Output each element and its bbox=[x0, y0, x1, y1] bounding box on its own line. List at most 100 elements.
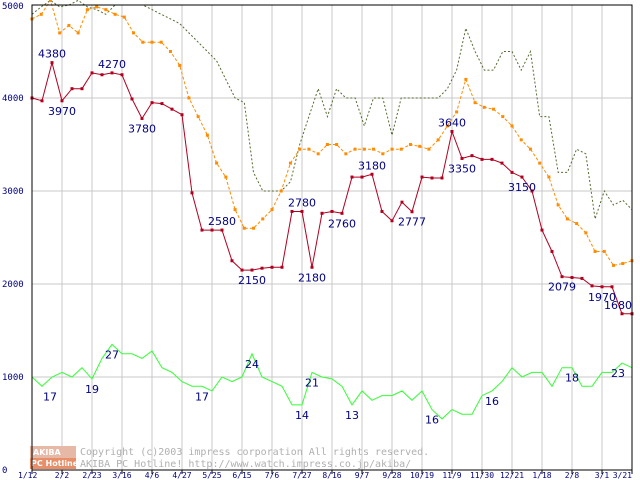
x-tick-label: 6/15 bbox=[232, 471, 251, 480]
data-label: 3150 bbox=[508, 181, 536, 194]
data-point-dark-red bbox=[100, 73, 104, 77]
data-point-dark-red bbox=[180, 113, 184, 117]
x-tick-label: 8/16 bbox=[322, 471, 341, 480]
data-point-orange-dotted bbox=[85, 8, 89, 12]
data-point-dark-red bbox=[440, 176, 444, 180]
data-point-orange-dotted bbox=[612, 263, 616, 267]
x-tick-label: 2/8 bbox=[565, 471, 580, 480]
data-point-dark-red bbox=[500, 161, 504, 165]
data-point-orange-dotted bbox=[492, 107, 496, 111]
data-point-orange-dotted bbox=[445, 124, 449, 128]
series-lines bbox=[30, 0, 634, 420]
data-point-dark-red bbox=[610, 285, 614, 289]
data-point-dark-red bbox=[310, 265, 314, 269]
data-point-dark-red bbox=[450, 129, 454, 133]
data-point-orange-dotted bbox=[381, 152, 385, 156]
data-point-orange-dotted bbox=[344, 152, 348, 156]
data-point-orange-dotted bbox=[602, 249, 606, 253]
plot-frame bbox=[31, 4, 633, 471]
data-point-dark-red bbox=[490, 157, 494, 161]
data-point-dark-red bbox=[400, 200, 404, 204]
data-point-orange-dotted bbox=[353, 147, 357, 151]
data-label: 3350 bbox=[448, 162, 476, 175]
data-point-dark-red bbox=[220, 228, 224, 232]
data-point-orange-dotted bbox=[196, 115, 200, 119]
x-tick-label: 1/12 bbox=[18, 471, 37, 480]
data-point-dark-red bbox=[350, 175, 354, 179]
data-point-orange-dotted bbox=[575, 222, 579, 226]
data-point-orange-dotted bbox=[455, 110, 459, 114]
data-point-dark-red bbox=[120, 73, 124, 77]
data-point-orange-dotted bbox=[67, 23, 71, 27]
data-point-orange-dotted bbox=[482, 105, 486, 109]
data-point-orange-dotted bbox=[58, 31, 62, 35]
copyright-line-1: Copyright (c)2003 impress corporation Al… bbox=[80, 447, 429, 458]
data-label: 16 bbox=[485, 395, 499, 408]
data-label: 18 bbox=[565, 372, 579, 385]
data-point-dark-red bbox=[80, 87, 84, 91]
data-point-orange-dotted bbox=[372, 147, 376, 151]
data-point-orange-dotted bbox=[316, 152, 320, 156]
x-tick-label: 2/2 bbox=[55, 471, 70, 480]
data-label: 3970 bbox=[48, 105, 76, 118]
data-point-orange-dotted bbox=[510, 124, 514, 128]
data-point-dark-red bbox=[260, 266, 264, 270]
data-point-orange-dotted bbox=[390, 147, 394, 151]
data-point-orange-dotted bbox=[436, 138, 440, 142]
series-line-green bbox=[31, 343, 633, 420]
copyright-line-2: AKIBA PC Hotline! http://www.watch.impre… bbox=[80, 459, 411, 470]
data-point-orange-dotted bbox=[168, 50, 172, 53]
data-label: 2760 bbox=[328, 217, 356, 230]
y-tick-label: 0 bbox=[2, 466, 7, 476]
data-point-orange-dotted bbox=[76, 31, 80, 35]
x-tick-label: 9/28 bbox=[382, 471, 401, 480]
data-point-dark-red bbox=[320, 211, 324, 215]
data-point-orange-dotted bbox=[95, 5, 99, 9]
data-point-orange-dotted bbox=[39, 12, 43, 16]
data-point-dark-red bbox=[240, 268, 244, 272]
data-point-dark-red bbox=[130, 97, 134, 101]
x-tick-label: 5/25 bbox=[202, 471, 221, 480]
data-point-dark-red bbox=[550, 249, 554, 253]
data-point-dark-red bbox=[510, 170, 514, 174]
data-point-orange-dotted bbox=[565, 217, 569, 221]
data-point-orange-dotted bbox=[418, 144, 422, 148]
data-point-orange-dotted bbox=[362, 147, 366, 151]
logo-bottom-box bbox=[30, 458, 76, 469]
data-label: 14 bbox=[295, 409, 309, 422]
data-point-dark-red bbox=[470, 154, 474, 158]
data-label: 3780 bbox=[128, 122, 156, 135]
data-point-dark-red bbox=[270, 265, 274, 269]
x-tick-label: 3/1 bbox=[595, 471, 610, 480]
y-tick-labels: 0 1000 2000 3000 4000 5000 bbox=[2, 2, 24, 476]
data-point-orange-dotted bbox=[104, 8, 108, 12]
y-tick-label: 3000 bbox=[2, 187, 24, 197]
data-point-orange-dotted bbox=[528, 147, 532, 151]
data-point-orange-dotted bbox=[473, 101, 477, 105]
data-point-dark-red bbox=[420, 175, 424, 179]
data-point-orange-dotted bbox=[325, 143, 329, 146]
data-point-dark-red bbox=[460, 156, 464, 160]
data-point-orange-dotted bbox=[159, 40, 163, 44]
data-point-orange-dotted bbox=[547, 175, 551, 179]
data-label: 2780 bbox=[288, 196, 316, 209]
data-point-dark-red bbox=[430, 176, 434, 180]
data-point-dark-red bbox=[520, 175, 524, 179]
x-tick-label: 3/16 bbox=[112, 471, 131, 480]
data-point-orange-dotted bbox=[122, 15, 126, 19]
data-point-dark-red bbox=[150, 101, 154, 105]
data-point-dark-red bbox=[600, 285, 604, 289]
data-point-orange-dotted bbox=[399, 147, 403, 151]
data-point-dark-red bbox=[60, 99, 64, 103]
data-point-dark-red bbox=[200, 228, 204, 232]
data-point-orange-dotted bbox=[519, 138, 523, 142]
data-label: 17 bbox=[195, 390, 209, 403]
data-point-orange-dotted bbox=[187, 96, 191, 100]
data-point-dark-red bbox=[380, 209, 384, 213]
data-point-orange-dotted bbox=[261, 217, 265, 221]
y-tick-label: 4000 bbox=[2, 94, 24, 104]
data-label: 2079 bbox=[548, 281, 576, 294]
data-label: 23 bbox=[611, 367, 625, 380]
data-label: 24 bbox=[245, 358, 259, 371]
data-point-orange-dotted bbox=[233, 208, 237, 212]
